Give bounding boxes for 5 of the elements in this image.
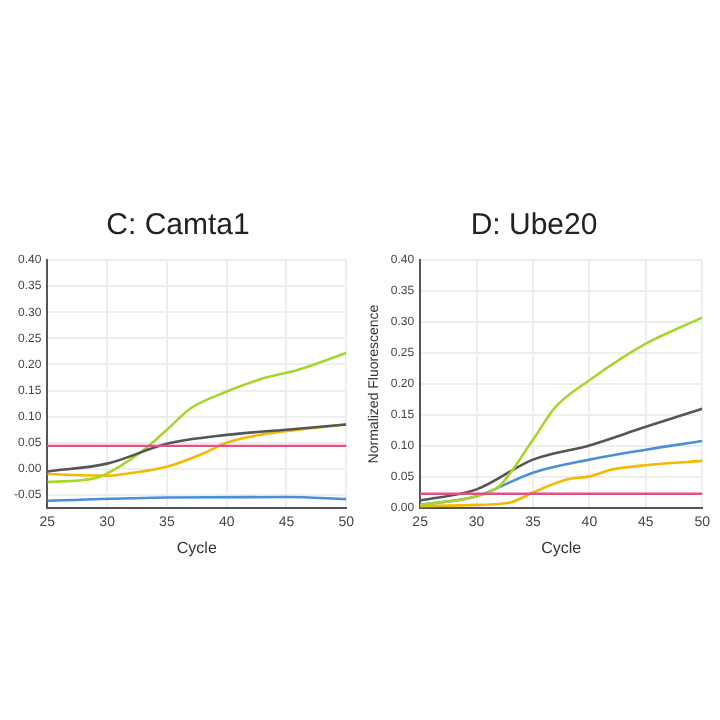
chart-title: C: Camta1 <box>106 208 250 243</box>
x-axis-title: Cycle <box>176 538 218 557</box>
x-axis-title: Cycle <box>541 538 583 557</box>
line-series <box>47 351 347 484</box>
chart-title: D: Ube20 <box>470 208 598 243</box>
